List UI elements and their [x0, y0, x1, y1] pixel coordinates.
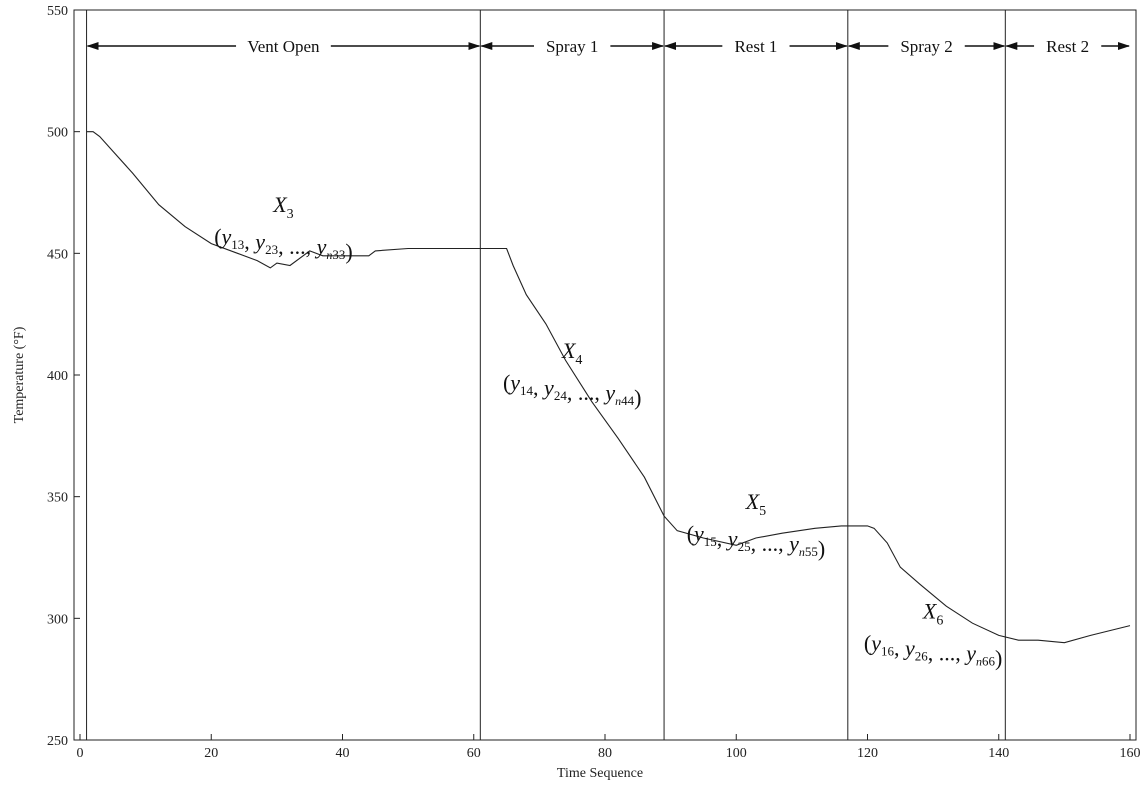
- annotation-sequence: (y14, y24, ..., yn44): [503, 370, 641, 410]
- annotation-x6: X6(y16, y26, ..., yn66): [864, 599, 1002, 671]
- phase-label: Rest 2: [1046, 37, 1089, 56]
- x-axis: 0 20 40 60 80 100 120 140 160: [77, 734, 1141, 761]
- y-tick-label: 550: [47, 4, 68, 19]
- phase-label: Spray 2: [900, 37, 952, 56]
- x-tick-label: 160: [1120, 746, 1141, 761]
- x-tick-label: 20: [204, 746, 218, 761]
- annotation-title: X3: [272, 192, 293, 222]
- annotation-x3: X3(y13, y23, ..., yn33): [214, 192, 352, 264]
- annotation-title: X4: [561, 338, 582, 368]
- x-tick-label: 40: [336, 746, 350, 761]
- x-tick-label: 100: [726, 746, 747, 761]
- y-tick-label: 400: [47, 369, 68, 384]
- series-group: [86, 131, 1131, 644]
- x-tick-label: 120: [857, 746, 878, 761]
- y-axis-label: Temperature (°F): [12, 326, 27, 423]
- x-tick-label: 80: [598, 746, 612, 761]
- plot-frame: [73, 9, 1137, 741]
- phase-label: Vent Open: [247, 37, 320, 56]
- phase-label: Spray 1: [546, 37, 598, 56]
- series-line: [86, 131, 1131, 644]
- phase-arrows: Vent Open Spray 1 Rest 1 Spray 2 Rest 2: [86, 37, 1130, 56]
- x-axis-label: Time Sequence: [557, 766, 643, 781]
- y-axis: 250 300 350 400 450 500 550: [47, 4, 80, 749]
- annotation-sequence: (y15, y25, ..., yn55): [687, 521, 825, 561]
- annotation-title: X6: [922, 599, 943, 629]
- phase-boundaries: [86, 10, 1006, 740]
- annotation-sequence: (y16, y26, ..., yn66): [864, 631, 1002, 671]
- x-tick-label: 140: [988, 746, 1009, 761]
- x-tick-label: 0: [77, 746, 84, 761]
- y-tick-label: 250: [47, 734, 68, 749]
- annotation-x4: X4(y14, y24, ..., yn44): [503, 338, 641, 410]
- y-tick-label: 450: [47, 247, 68, 262]
- annotation-x5: X5(y15, y25, ..., yn55): [687, 489, 825, 561]
- y-tick-label: 300: [47, 612, 68, 627]
- annotation-sequence: (y13, y23, ..., yn33): [214, 224, 352, 264]
- y-tick-label: 500: [47, 126, 68, 141]
- annotations: X3(y13, y23, ..., yn33) X4(y14, y24, ...,…: [214, 192, 1002, 670]
- x-tick-label: 60: [467, 746, 481, 761]
- annotation-title: X5: [745, 489, 766, 519]
- y-tick-label: 350: [47, 491, 68, 506]
- phase-label: Rest 1: [734, 37, 777, 56]
